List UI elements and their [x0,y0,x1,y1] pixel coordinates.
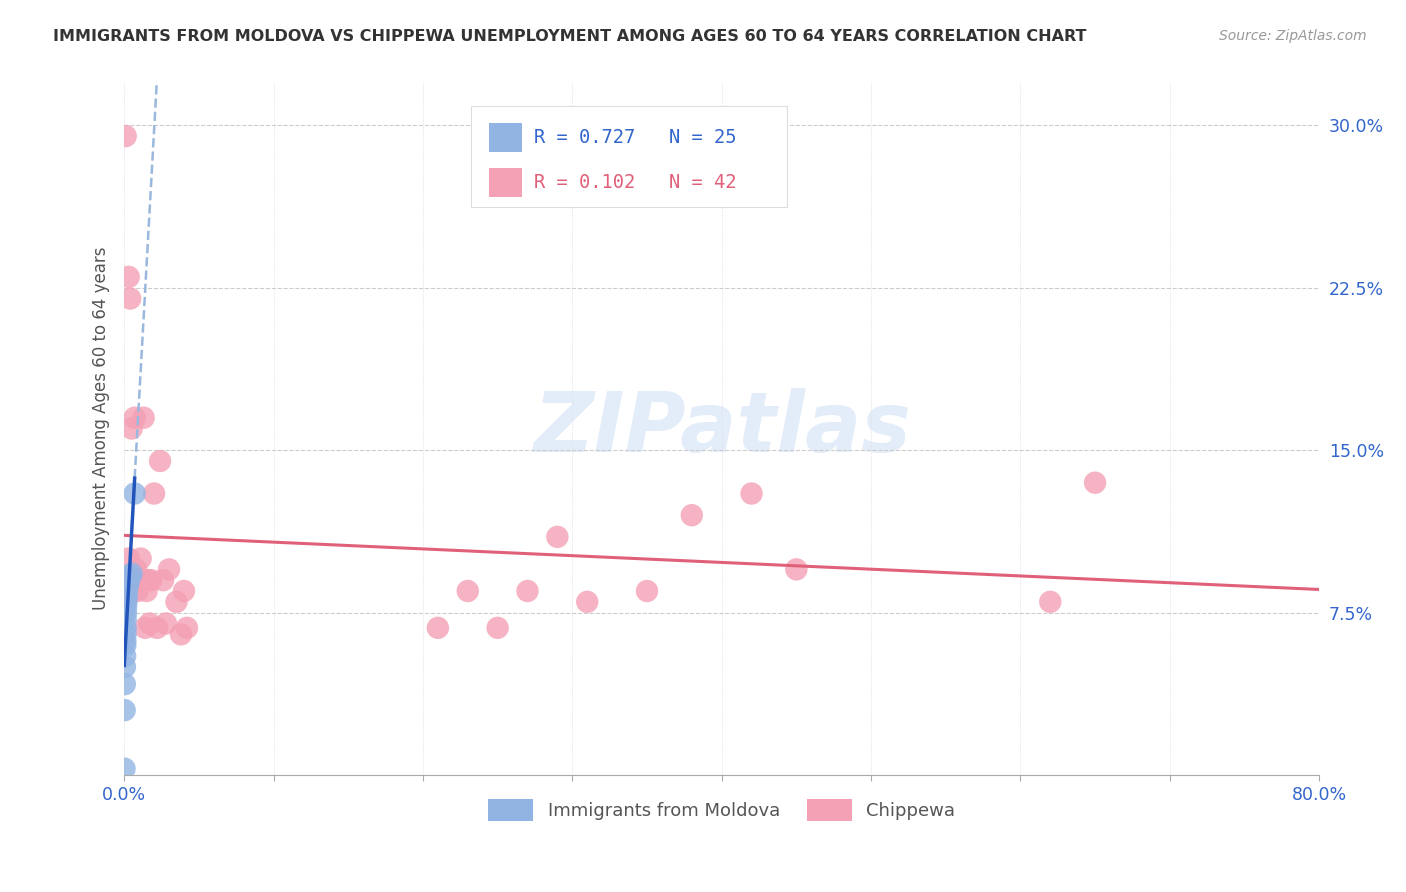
Point [457,584,479,599]
Point [741,486,763,500]
Point [138,616,160,631]
Point [546,530,568,544]
Point [134,621,156,635]
Point [114,129,136,144]
Point [139,573,162,587]
Point [114,627,136,641]
FancyBboxPatch shape [489,168,522,197]
Point [785,562,807,576]
Point [176,621,198,635]
Text: ZIPatlas: ZIPatlas [533,388,911,469]
Point [114,633,136,648]
Point [120,584,142,599]
Text: R = 0.102   N = 42: R = 0.102 N = 42 [534,173,737,192]
Point [129,551,152,566]
Point [115,595,138,609]
Point [122,584,145,599]
Point [127,584,149,599]
Legend: Immigrants from Moldova, Chippewa: Immigrants from Moldova, Chippewa [481,792,963,829]
Point [114,648,136,663]
Point [426,621,449,635]
Point [131,573,153,587]
Point [136,573,159,587]
Point [115,599,138,614]
Point [143,486,166,500]
Point [121,566,143,581]
Point [681,508,703,523]
Point [118,573,141,587]
Point [128,573,150,587]
FancyBboxPatch shape [471,106,787,207]
Point [114,677,136,691]
Point [115,573,138,587]
FancyBboxPatch shape [489,123,522,153]
Text: Source: ZipAtlas.com: Source: ZipAtlas.com [1219,29,1367,43]
Point [114,703,136,717]
Point [124,410,146,425]
Point [152,573,174,587]
Point [1039,595,1062,609]
Point [149,454,172,468]
Point [115,584,138,599]
Point [124,486,146,500]
Point [114,660,136,674]
Point [166,595,188,609]
Point [157,562,180,576]
Point [516,584,538,599]
Point [120,569,142,583]
Point [155,616,177,631]
Text: IMMIGRANTS FROM MOLDOVA VS CHIPPEWA UNEMPLOYMENT AMONG AGES 60 TO 64 YEARS CORRE: IMMIGRANTS FROM MOLDOVA VS CHIPPEWA UNEM… [53,29,1087,44]
Point [486,621,509,635]
Text: R = 0.727   N = 25: R = 0.727 N = 25 [534,128,737,147]
Point [115,606,138,620]
Point [1084,475,1107,490]
Point [114,621,136,635]
Point [115,580,138,594]
Point [132,410,155,425]
Point [118,571,141,585]
Point [117,577,139,591]
Y-axis label: Unemployment Among Ages 60 to 64 years: Unemployment Among Ages 60 to 64 years [93,247,110,610]
Point [115,591,138,605]
Point [125,562,148,576]
Point [636,584,658,599]
Point [173,584,195,599]
Point [170,627,193,641]
Point [118,551,141,566]
Point [117,577,139,591]
Point [120,292,142,306]
Point [146,621,169,635]
Point [115,588,138,602]
Point [114,638,136,652]
Point [118,269,141,284]
Point [121,421,143,435]
Point [114,762,136,776]
Point [576,595,599,609]
Point [135,584,157,599]
Point [114,612,136,626]
Point [115,582,138,596]
